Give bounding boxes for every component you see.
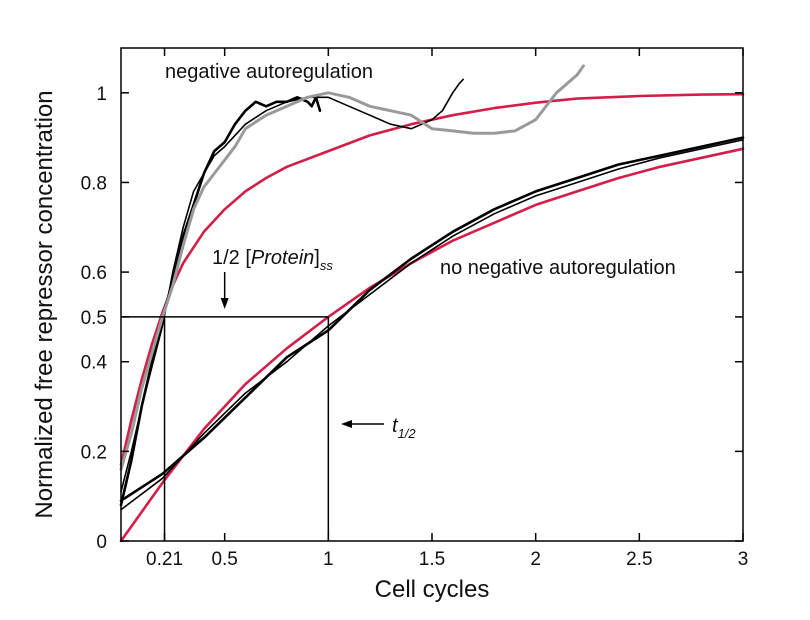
y-axis-label: Normalized free repressor concentration [31,90,58,518]
half-protein-close: ] [314,247,320,269]
series-negative-autoregulation-data-3 [119,64,585,471]
plot-frame [120,47,744,542]
t-half-arrow-head [341,420,352,428]
x-tick-label: 2.5 [626,549,652,570]
x-tick-label: 3 [738,549,749,570]
y-tick-label: 0.2 [81,442,107,463]
annotation-arrows [220,272,384,428]
x-tick-label: 2 [530,549,541,570]
x-tick-label: 1.5 [419,549,445,570]
y-tick-label: 1 [96,84,107,105]
y-tick-label: 0.8 [81,173,107,194]
series-no-negative-autoregulation-model-4 [119,147,745,543]
series-negative-autoregulation-model-0 [119,92,745,467]
t-half-subscript: 1/2 [398,426,417,441]
half-protein-subscript: ss [320,258,334,273]
y-tick-label: 0.4 [81,353,108,374]
tick-marks [121,48,744,542]
t-half-main: t [392,415,399,437]
x-tick-label: 0.5 [211,549,237,570]
x-tick-label: 1 [323,549,334,570]
half-protein-ss-label: 1/2 [Protein]ss [212,247,333,273]
series-no-negative-autoregulation-data-6 [120,139,744,511]
y-tick-label: 0 [96,532,107,553]
half-level-guides [121,316,330,541]
negative-autoregulation-label: negative autoregulation [165,61,373,83]
t-half-label: t1/2 [392,415,416,441]
series-no-negative-autoregulation-data-5 [119,136,745,503]
y-tick-label: 0.5 [81,308,107,329]
series-negative-autoregulation-data-1 [119,96,322,507]
series-negative-autoregulation-data-2 [120,78,464,493]
curves-layer [119,64,745,543]
y-tick-label: 0.6 [81,263,107,284]
half-protein-arrow-head [220,298,229,309]
half-protein-italic: Protein [251,247,314,269]
tick-labels: 0.21 0.5 1 1.5 2 2.5 3 0 0.2 0.4 0.5 0.6 0.8 1 [81,84,749,570]
x-axis-label: Cell cycles [375,576,490,603]
no-negative-autoregulation-label: no negative autoregulation [440,257,676,279]
x-tick-label: 0.21 [146,549,183,570]
half-protein-prefix: 1/2 [ [212,247,251,269]
